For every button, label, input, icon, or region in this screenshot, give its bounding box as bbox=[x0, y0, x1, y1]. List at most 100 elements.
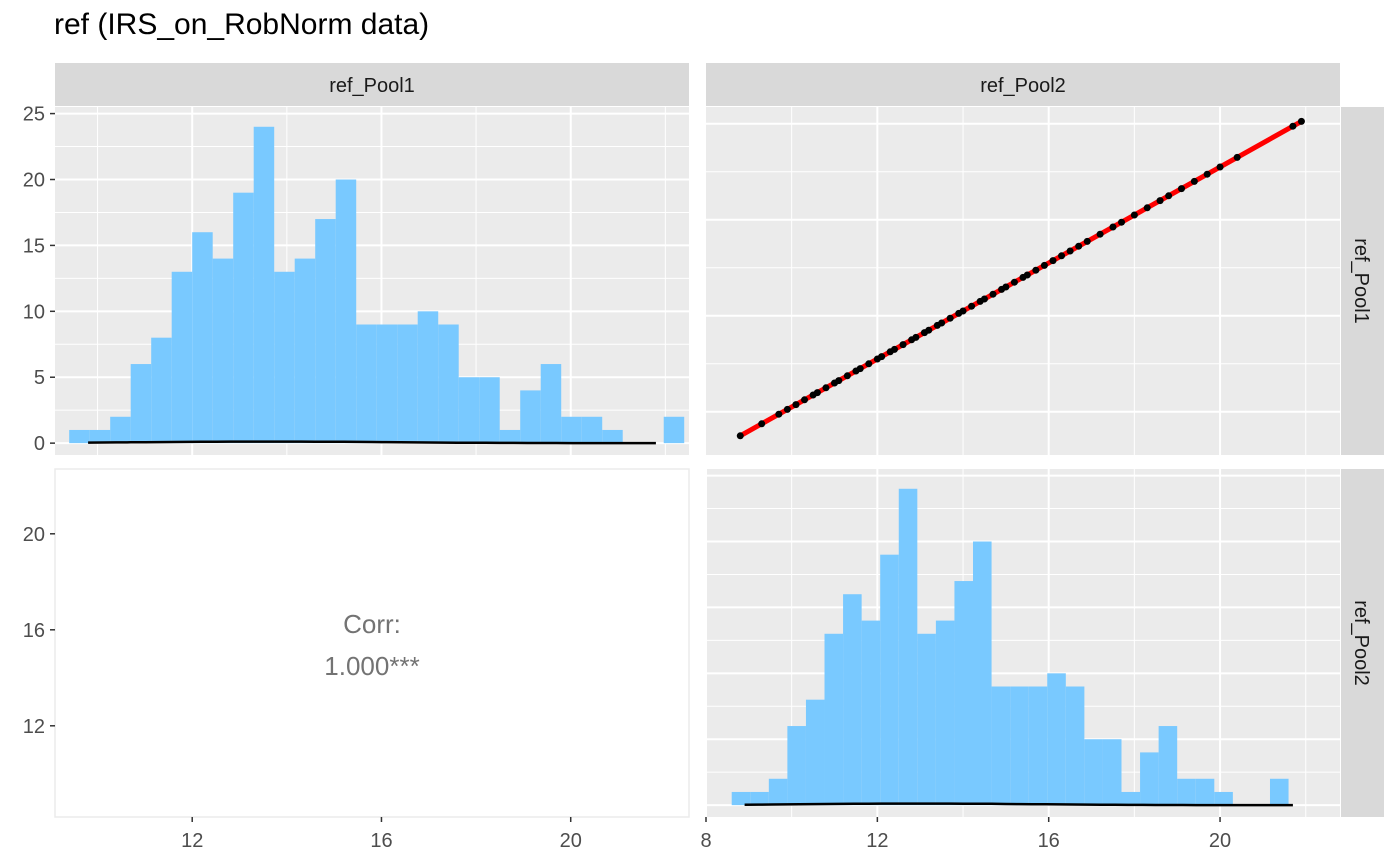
strip-label-right-pool1: ref_Pool1 bbox=[1350, 238, 1372, 324]
histogram-bar bbox=[581, 416, 603, 444]
scatter-point bbox=[1109, 223, 1117, 231]
corr-label: Corr: bbox=[343, 609, 401, 639]
strip-right-pool2 bbox=[1341, 469, 1384, 817]
histogram-bar bbox=[1177, 778, 1196, 806]
histogram-bar bbox=[880, 554, 899, 806]
x-tick-label: 20 bbox=[1209, 830, 1231, 852]
y-tick-label: 20 bbox=[23, 170, 45, 192]
histogram-bar bbox=[110, 416, 131, 444]
scatter-point bbox=[736, 432, 744, 440]
scatter-point bbox=[1297, 117, 1305, 125]
y-tick-label: 0 bbox=[34, 433, 45, 455]
scatter-point bbox=[1040, 261, 1048, 269]
scatter-point bbox=[1058, 252, 1066, 260]
histogram-bar bbox=[212, 258, 234, 444]
scatter-point bbox=[1156, 197, 1164, 205]
x-tick-label: 20 bbox=[560, 830, 582, 852]
x-tick-label: 12 bbox=[181, 830, 203, 852]
scatter-point bbox=[980, 295, 988, 303]
histogram-bar bbox=[805, 699, 825, 806]
y-tick-label: 12 bbox=[23, 716, 45, 738]
histogram-bar bbox=[89, 429, 111, 444]
scatter-point bbox=[1143, 204, 1151, 212]
corr-value: 1.000*** bbox=[324, 651, 419, 681]
histogram-bar bbox=[130, 364, 152, 444]
x-tick-label: 16 bbox=[1038, 830, 1060, 852]
histogram-bar bbox=[499, 429, 521, 444]
histogram-bar bbox=[991, 686, 1011, 806]
histogram-bar bbox=[954, 581, 974, 806]
histogram-bar bbox=[663, 416, 685, 444]
scatter-point bbox=[843, 372, 851, 380]
histogram-bar bbox=[294, 258, 316, 444]
scatter-point bbox=[783, 405, 791, 413]
histogram-bar bbox=[750, 791, 769, 806]
histogram-bar bbox=[973, 541, 992, 806]
scatter-point bbox=[856, 365, 864, 373]
scatter-point bbox=[946, 314, 954, 322]
histogram-bar bbox=[1047, 673, 1066, 806]
histogram-bar bbox=[731, 791, 751, 806]
histogram-bar bbox=[233, 192, 254, 444]
y-tick-label: 10 bbox=[23, 301, 45, 323]
histogram-bar bbox=[376, 324, 398, 444]
scatter-point bbox=[822, 384, 830, 392]
scatter-point bbox=[1096, 230, 1104, 238]
density-curve bbox=[744, 802, 1293, 807]
histogram-bar bbox=[1269, 778, 1289, 806]
x-tick-label: 12 bbox=[866, 830, 888, 852]
strip-label-right-pool2: ref_Pool2 bbox=[1350, 600, 1372, 686]
strip-label-top-pool1: ref_Pool1 bbox=[329, 75, 415, 97]
scatter-point bbox=[1023, 271, 1031, 279]
panel-correlation bbox=[54, 468, 690, 818]
histogram-bar bbox=[438, 324, 459, 444]
scatter-point bbox=[758, 420, 766, 428]
histogram-bar bbox=[561, 416, 582, 444]
strip-label-top-pool2: ref_Pool2 bbox=[980, 75, 1066, 97]
histogram-bar bbox=[1028, 686, 1048, 806]
scatter-point bbox=[1066, 247, 1074, 255]
scatter-point bbox=[938, 319, 946, 327]
histogram-bar bbox=[253, 126, 275, 444]
histogram-bar bbox=[843, 594, 862, 806]
scatter-point bbox=[1002, 283, 1010, 291]
scatter-point bbox=[1075, 242, 1083, 250]
scatter-point bbox=[959, 307, 967, 315]
histogram-bar bbox=[1214, 791, 1233, 806]
histogram-bar bbox=[397, 324, 418, 444]
scatter-point bbox=[1118, 218, 1126, 226]
histogram-bar bbox=[315, 219, 336, 444]
histogram-bar bbox=[458, 377, 480, 444]
histogram-bar bbox=[917, 633, 936, 806]
y-tick-label: 16 bbox=[23, 620, 45, 642]
histogram-bar bbox=[520, 390, 541, 444]
histogram-bar bbox=[1140, 752, 1159, 806]
y-tick-label: 5 bbox=[34, 367, 45, 389]
scatter-point bbox=[899, 341, 907, 349]
scatter-point bbox=[835, 377, 843, 385]
scatter-point bbox=[792, 401, 800, 409]
histogram-bar bbox=[787, 726, 806, 806]
scatter-point bbox=[1289, 122, 1297, 130]
histogram-bar bbox=[192, 232, 213, 444]
histogram-bar bbox=[171, 271, 193, 444]
histogram-bar bbox=[540, 364, 562, 444]
scatter-point bbox=[1010, 278, 1018, 286]
histogram-bar bbox=[1065, 686, 1085, 806]
histogram-bar bbox=[151, 337, 172, 444]
histogram-bar bbox=[335, 179, 357, 444]
histogram-bar bbox=[768, 778, 788, 806]
histogram-bar bbox=[1158, 726, 1178, 806]
histogram-bar bbox=[1010, 686, 1029, 806]
histogram-bar bbox=[274, 271, 295, 444]
y-tick-label: 15 bbox=[23, 235, 45, 257]
plot-title: ref (IRS_on_RobNorm data) bbox=[54, 8, 430, 41]
scatter-point bbox=[1130, 211, 1138, 219]
histogram-bar bbox=[898, 488, 918, 806]
histogram-bar bbox=[1121, 791, 1141, 806]
scatter-point bbox=[912, 333, 920, 341]
histogram-bar bbox=[356, 324, 377, 444]
histogram-bar bbox=[1084, 739, 1103, 806]
density-curve bbox=[88, 440, 656, 445]
